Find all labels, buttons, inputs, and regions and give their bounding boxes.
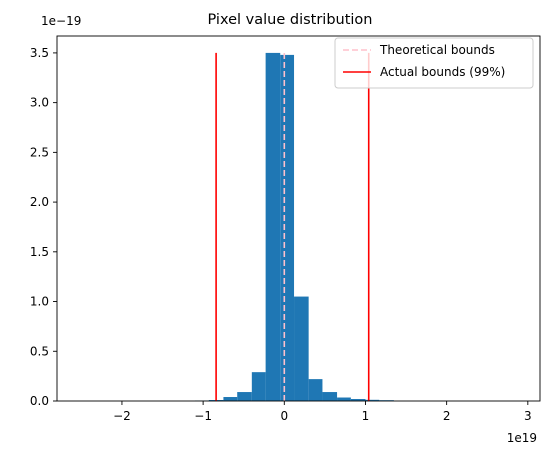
- histogram-bars: [195, 52, 394, 402]
- plot-frame: [56, 35, 541, 402]
- legend-box: [334, 37, 534, 89]
- histogram-bar-3: [237, 392, 252, 401]
- y-axis-offset-label: 1e−19: [41, 14, 81, 28]
- x-tick-label-1: −1: [194, 409, 212, 423]
- histogram-bar-7: [294, 296, 309, 401]
- y-tick-label-7: 3.5: [30, 46, 49, 60]
- histogram-bar-4: [251, 372, 266, 401]
- y-tick-label-1: 0.5: [30, 344, 49, 358]
- x-tick-label-5: 3: [524, 409, 532, 423]
- histogram-bar-6: [280, 54, 295, 402]
- x-axis-offset-label: 1e19: [507, 431, 537, 445]
- chart-title: Pixel value distribution: [208, 12, 373, 28]
- y-tick-label-0: 0.0: [30, 394, 49, 408]
- histogram-bar-9: [322, 392, 338, 401]
- histogram-bar-12: [365, 399, 380, 401]
- histogram-bar-2: [223, 397, 238, 401]
- x-tick-label-4: 2: [443, 409, 451, 423]
- x-tick-label-2: 0: [280, 409, 288, 423]
- y-tick-label-3: 1.5: [30, 245, 49, 259]
- legend-label-1: Actual bounds (99%): [380, 65, 505, 79]
- histogram-bar-8: [308, 379, 323, 401]
- y-tick-label-5: 2.5: [30, 145, 49, 159]
- x-tick-label-0: −2: [113, 409, 131, 423]
- histogram-bar-5: [265, 52, 281, 402]
- legend: Theoretical bounds Actual bounds (99%): [334, 37, 534, 89]
- y-tick-label-2: 1.0: [30, 295, 49, 309]
- x-tick-label-3: 1: [362, 409, 370, 423]
- legend-label-0: Theoretical bounds: [379, 43, 495, 57]
- axes: −2 −1 0 1 2 3 0.0 0.5 1.0 1.5 2.0 2.5 3.0 3.5: [30, 35, 541, 423]
- y-tick-label-6: 3.0: [30, 96, 49, 110]
- histogram-bar-10: [337, 397, 351, 401]
- bound-lines: [215, 52, 370, 401]
- histogram-bar-11: [350, 399, 366, 401]
- y-tick-label-4: 2.0: [30, 195, 49, 209]
